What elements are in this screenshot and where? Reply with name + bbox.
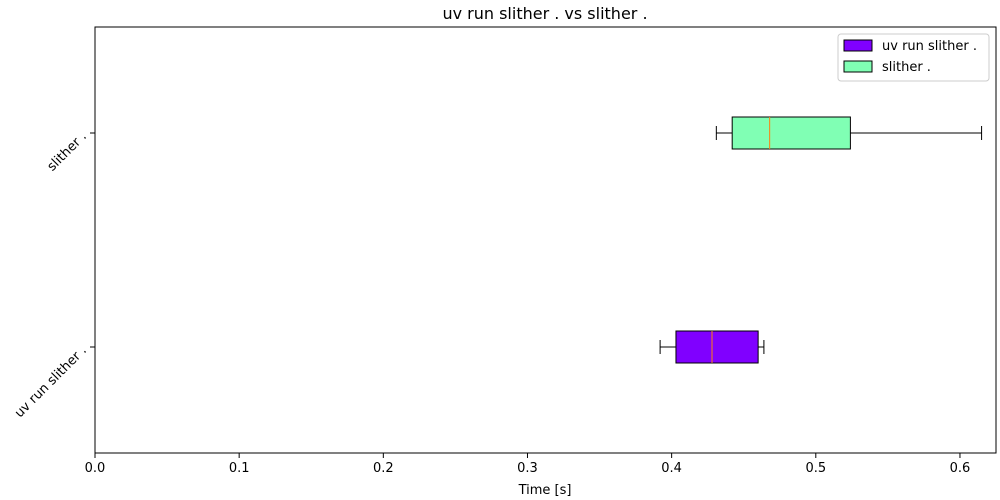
axes-frame (94, 26, 997, 454)
y-axis: uv run slither . slither . (12, 129, 95, 421)
x-tick-label: 0.4 (661, 461, 682, 476)
x-tick-label: 0.1 (229, 461, 250, 476)
y-tick-label: slither . (45, 129, 90, 174)
x-axis: 0.0 0.1 0.2 0.3 0.4 0.5 0.6 (85, 453, 971, 476)
chart-title: uv run slither . vs slither . (442, 4, 647, 23)
legend-frame (837, 33, 990, 82)
legend: uv run slither . slither . (837, 33, 990, 82)
legend-swatch-slither (843, 60, 873, 73)
x-tick-label: 0.3 (517, 461, 538, 476)
legend-label-slither: slither . (882, 60, 931, 75)
x-tick-label: 0.5 (805, 461, 826, 476)
x-axis-label: Time [s] (518, 483, 572, 498)
box-slither (731, 116, 851, 150)
legend-swatch-uv-run (843, 39, 873, 52)
box-uv-run-slither (675, 330, 759, 364)
y-tick-label: uv run slither . (12, 343, 90, 421)
legend-label-uv-run: uv run slither . (882, 39, 977, 54)
plot-area (659, 116, 983, 364)
x-tick-label: 0.2 (373, 461, 394, 476)
x-tick-label: 0.0 (85, 461, 106, 476)
x-tick-label: 0.6 (950, 461, 971, 476)
